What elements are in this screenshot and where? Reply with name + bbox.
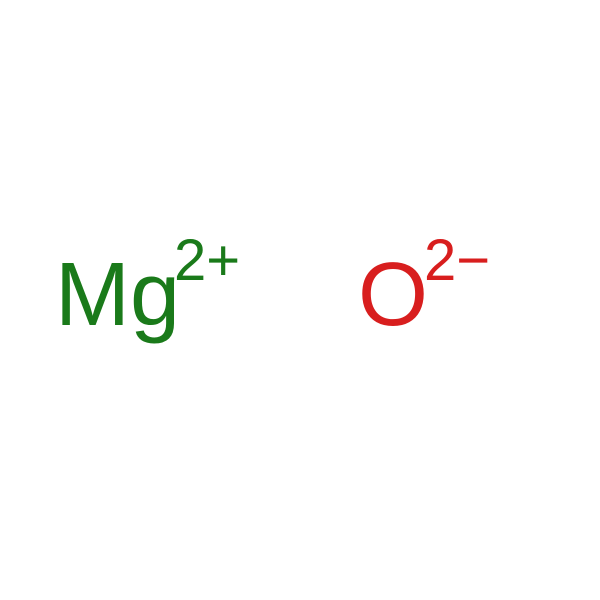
oxygen-element-symbol: O — [358, 250, 428, 340]
oxide-ion: O 2− — [358, 250, 490, 340]
oxide-charge: 2− — [424, 232, 490, 290]
magnesium-element-symbol: Mg — [55, 250, 180, 340]
magnesium-ion: Mg 2+ — [55, 250, 240, 340]
magnesium-charge: 2+ — [174, 232, 240, 290]
